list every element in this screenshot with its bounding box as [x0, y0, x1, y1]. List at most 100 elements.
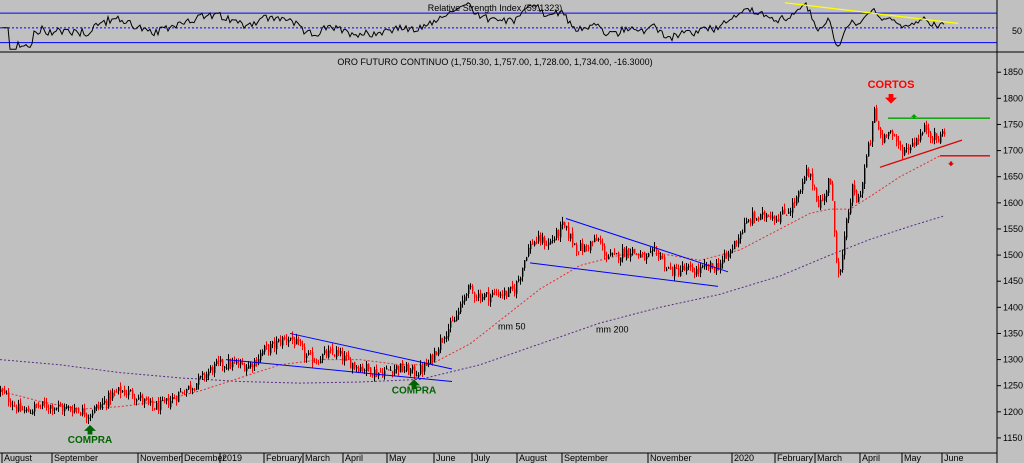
x-tick-label: July — [474, 453, 491, 463]
candle-body — [506, 291, 508, 298]
candle-body — [706, 265, 708, 267]
candle-body — [550, 240, 552, 244]
candle-body — [128, 390, 130, 396]
candle-body — [26, 409, 28, 411]
candle-body — [208, 371, 210, 376]
candle-body — [678, 268, 680, 275]
candle-body — [640, 254, 642, 258]
candle-body — [80, 412, 82, 416]
candle-body — [648, 253, 650, 257]
rsi-title: Relative Strength Index (59.1323) — [428, 3, 563, 13]
candle-body — [884, 135, 886, 143]
candle-body — [310, 352, 312, 354]
candle-body — [16, 406, 18, 412]
candle-body — [716, 263, 718, 271]
candle-body — [136, 399, 138, 402]
x-tick-label: April — [862, 453, 880, 463]
candle-body — [438, 349, 440, 355]
candle-body — [316, 361, 318, 363]
candle-body — [558, 230, 560, 237]
candle-body — [126, 393, 128, 395]
candle-body — [494, 291, 496, 293]
candle-body — [848, 212, 850, 220]
candle-body — [928, 128, 930, 133]
candle-body — [354, 362, 356, 368]
candle-body — [608, 256, 610, 260]
candle-body — [574, 243, 576, 245]
candle-body — [232, 361, 234, 368]
candle-body — [54, 408, 56, 410]
candle-body — [704, 264, 706, 267]
candle-body — [720, 263, 722, 271]
candle-body — [570, 233, 572, 239]
candle-body — [738, 238, 740, 245]
candle-body — [778, 218, 780, 222]
candle-body — [348, 355, 350, 360]
candle-body — [526, 257, 528, 261]
candle-body — [302, 344, 304, 347]
candle-body — [358, 367, 360, 372]
candle-body — [496, 293, 498, 295]
candle-body — [610, 252, 612, 256]
candle-body — [66, 407, 68, 409]
x-tick-label: March — [817, 453, 842, 463]
candle-body — [516, 281, 518, 294]
small-arrow-icon — [948, 161, 954, 167]
rsi-trendline — [784, 2, 959, 25]
candle-body — [138, 397, 140, 400]
candle-body — [162, 399, 164, 401]
candle-body — [20, 402, 22, 411]
candle-body — [276, 341, 278, 350]
candle-body — [732, 248, 734, 250]
candle-body — [390, 369, 392, 371]
candle-body — [564, 222, 566, 227]
candle-body — [938, 138, 940, 143]
candle-body — [356, 367, 358, 369]
candle-body — [542, 236, 544, 243]
candle-body — [534, 241, 536, 246]
candle-body — [200, 375, 202, 378]
y-tick-label: 1550 — [1003, 224, 1023, 234]
candle-body — [920, 133, 922, 141]
candle-body — [540, 234, 542, 243]
candle-body — [76, 408, 78, 410]
candle-body — [472, 286, 474, 292]
candle-body — [770, 215, 772, 218]
candle-body — [656, 247, 658, 252]
candle-body — [830, 179, 832, 185]
candle-body — [418, 374, 420, 377]
candle-body — [262, 350, 264, 355]
candle-body — [750, 219, 752, 224]
candle-body — [458, 311, 460, 316]
signal-arrow-icon — [885, 93, 897, 104]
candle-body — [598, 238, 600, 240]
candle-body — [166, 398, 168, 401]
x-tick-label: April — [345, 453, 363, 463]
candle-body — [190, 385, 192, 391]
candle-body — [164, 400, 166, 402]
candle-body — [892, 131, 894, 136]
candle-body — [320, 360, 322, 364]
candle-body — [230, 359, 232, 368]
candle-body — [606, 255, 608, 259]
x-tick-label: November — [140, 453, 182, 463]
candle-body — [612, 253, 614, 255]
candle-body — [828, 178, 830, 193]
candle-body — [878, 121, 880, 130]
candle-body — [644, 252, 646, 261]
candle-body — [786, 214, 788, 216]
y-axis-ticks: 1150 1200 1250 1300 1350 1400 1450 1500 1550 1600… — [997, 67, 1023, 443]
candle-body — [930, 132, 932, 139]
candle-body — [88, 417, 90, 419]
candle-body — [642, 253, 644, 255]
candle-body — [114, 391, 116, 393]
price-panel: ORO FUTURO CONTINUO (1,750.30, 1,757.00,… — [0, 57, 1023, 463]
candle-body — [252, 364, 254, 368]
candle-body — [924, 125, 926, 132]
candle-body — [580, 243, 582, 251]
candle-body — [754, 211, 756, 219]
candle-body — [362, 366, 364, 371]
candle-body — [92, 413, 94, 416]
candle-body — [890, 130, 892, 133]
candle-body — [578, 251, 580, 253]
